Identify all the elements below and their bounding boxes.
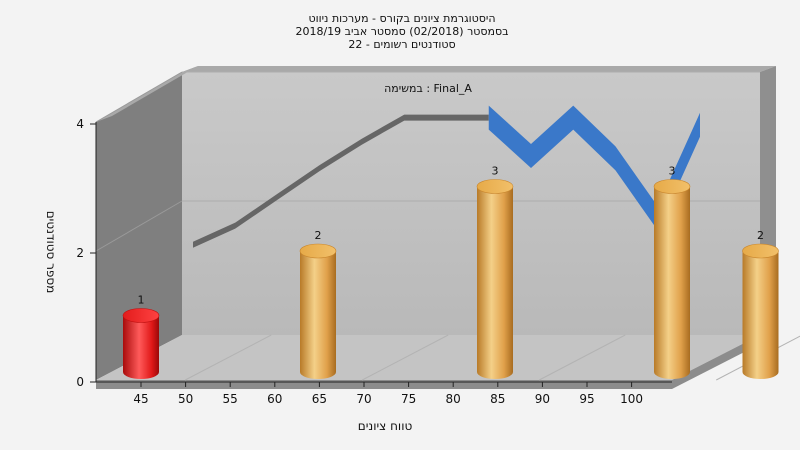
x-ticks: 45 50 55 60 65 70 75 80 85 90 95 100 bbox=[133, 382, 643, 406]
data-label-65: 3 bbox=[492, 165, 499, 178]
x-tick-label-55: 55 bbox=[223, 392, 238, 406]
chart-title-line-3: סטודנטים רשומים - 22 bbox=[348, 38, 455, 51]
chart-title-line-2: בסמסטר (02/2018) סמסטר אביב 2018/19 bbox=[295, 25, 508, 38]
gridline-wall-4 bbox=[95, 71, 183, 123]
x-tick-label-70: 70 bbox=[356, 392, 371, 406]
chart-title-line-1: היסטוגרמת ציונים בקורס - מערכות ניווט bbox=[308, 12, 495, 25]
floor-gridline-60 bbox=[362, 334, 449, 381]
y-axis-title: מספר סטודנטים bbox=[44, 211, 58, 294]
data-label-75: 3 bbox=[669, 165, 676, 178]
bars-layer bbox=[122, 179, 779, 380]
bar-75 bbox=[654, 186, 690, 379]
bar-top-75 bbox=[653, 179, 691, 194]
plot-floor bbox=[96, 335, 760, 380]
floor-gridline-50 bbox=[185, 334, 272, 381]
legend-label: במשימה : Final_A bbox=[384, 82, 472, 95]
left-wall-top-edge bbox=[96, 66, 198, 122]
x-tick-label-80: 80 bbox=[446, 392, 461, 406]
x-tick-label-65: 65 bbox=[312, 392, 327, 406]
bar-45 bbox=[123, 315, 159, 379]
floor-side-edge bbox=[672, 335, 760, 389]
data-label-45: 1 bbox=[138, 294, 145, 307]
data-label-55: 2 bbox=[315, 229, 322, 242]
trend-ribbon-blue bbox=[488, 105, 700, 231]
x-tick-label-45: 45 bbox=[133, 392, 148, 406]
back-wall-top-edge bbox=[182, 66, 776, 72]
y-ticks: 0 2 4 bbox=[76, 117, 96, 389]
x-tick-label-90: 90 bbox=[535, 392, 550, 406]
floor-front-edge bbox=[96, 380, 672, 389]
gridline-wall-2 bbox=[95, 200, 183, 252]
x-tick-label-75: 75 bbox=[401, 392, 416, 406]
x-axis-title: טווח ציונים bbox=[358, 419, 413, 433]
bar-65 bbox=[477, 186, 513, 379]
x-tick-label-50: 50 bbox=[178, 392, 193, 406]
y-tick-label-0: 0 bbox=[76, 375, 84, 389]
data-labels-layer: 123323213 bbox=[138, 165, 765, 307]
y-tick-label-4: 4 bbox=[76, 117, 84, 131]
data-label-80: 2 bbox=[757, 229, 764, 242]
bar-55 bbox=[300, 251, 336, 379]
bar-top-45 bbox=[122, 308, 160, 323]
trend-ribbon bbox=[193, 105, 700, 248]
x-tick-label-85: 85 bbox=[490, 392, 505, 406]
x-tick-label-95: 95 bbox=[579, 392, 594, 406]
bar-top-55 bbox=[299, 243, 337, 259]
x-tick-label-100: 100 bbox=[620, 392, 643, 406]
bar-80 bbox=[742, 251, 779, 380]
floor-gridline-70 bbox=[539, 334, 626, 381]
bar-top-80 bbox=[742, 243, 779, 259]
y-tick-label-2: 2 bbox=[76, 246, 84, 260]
bar-top-65 bbox=[476, 179, 514, 194]
grid-layer bbox=[95, 71, 800, 381]
x-tick-label-60: 60 bbox=[267, 392, 282, 406]
